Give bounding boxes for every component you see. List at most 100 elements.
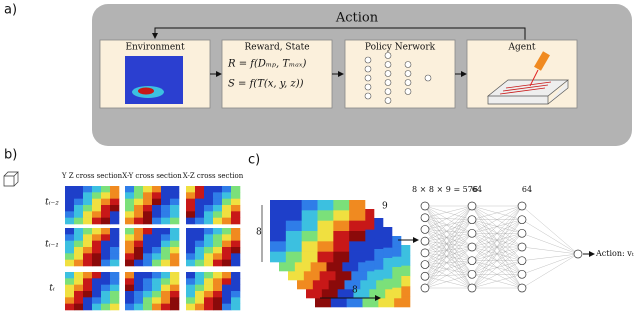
heatmap-cell xyxy=(92,211,102,218)
heatmap-cell xyxy=(186,284,196,292)
heatmap-cell xyxy=(143,291,153,298)
nn-edge xyxy=(424,233,473,242)
heatmap-cell xyxy=(288,269,305,281)
heatmap-cell xyxy=(110,198,120,206)
nn-edge xyxy=(471,246,523,289)
heatmap-cell xyxy=(65,205,75,212)
heatmap-cell xyxy=(222,192,232,199)
nn-edge xyxy=(424,229,473,275)
heatmap-cell xyxy=(213,217,223,225)
heatmap-cell xyxy=(152,217,162,225)
heatmap-cell xyxy=(83,278,93,285)
heatmap-cell xyxy=(204,240,214,248)
heatmap-cell xyxy=(74,228,84,235)
heatmap-cell xyxy=(170,217,180,225)
heatmap-cell xyxy=(231,253,241,260)
nn-edge xyxy=(424,241,473,289)
heatmap-cell xyxy=(213,211,223,218)
heatmap-cell xyxy=(170,303,180,311)
heatmap-cell xyxy=(270,241,287,252)
heatmap-cell xyxy=(222,297,232,304)
heatmap-cell xyxy=(125,198,135,206)
heatmap-cell xyxy=(333,251,350,263)
heatmap-cell xyxy=(83,253,93,260)
heatmap-cell xyxy=(335,269,352,281)
heatmap-cell xyxy=(385,236,402,247)
heatmap-cell xyxy=(385,256,402,268)
heatmap-cell xyxy=(358,260,375,272)
heatmap-cell xyxy=(170,278,180,285)
heatmap-cell xyxy=(92,228,102,235)
heatmap-cell xyxy=(83,217,93,225)
heatmap-cell xyxy=(152,186,162,193)
heatmap-cell xyxy=(101,228,111,235)
nn-node xyxy=(467,215,477,225)
heatmap-cell xyxy=(65,247,75,254)
heatmap-cell xyxy=(367,259,384,270)
heatmap-cell xyxy=(101,217,111,225)
heatmap-cell xyxy=(213,240,223,248)
heatmap-cell xyxy=(143,211,153,218)
nn-node xyxy=(364,83,372,91)
heatmap-cell xyxy=(358,209,375,220)
nn-node xyxy=(364,74,372,82)
nn-edge xyxy=(424,217,473,289)
heatmap-cell xyxy=(195,278,205,285)
heatmap-cell xyxy=(231,205,241,212)
heatmap-cell xyxy=(143,228,153,235)
nn-edge xyxy=(521,253,579,289)
heatmap-cell xyxy=(349,210,366,221)
heatmap-cell xyxy=(317,200,334,211)
heatmap-cell xyxy=(394,276,411,287)
nn-node xyxy=(517,269,527,279)
nn-edge xyxy=(424,205,473,265)
heatmap-cell xyxy=(222,253,232,260)
agent-plate xyxy=(487,79,569,105)
heatmap-cell xyxy=(333,231,350,242)
nn-node xyxy=(467,269,477,279)
heatmap-cell xyxy=(83,240,93,248)
heatmap-cell xyxy=(204,217,214,225)
box-title: Agent xyxy=(508,43,536,53)
nn-edge xyxy=(424,240,473,248)
heatmap-cell xyxy=(204,284,214,292)
nn-node xyxy=(420,248,430,258)
heatmap-cell xyxy=(231,240,241,248)
nn-edge xyxy=(424,205,473,218)
heatmap-cell xyxy=(222,234,232,241)
heatmap-cell xyxy=(213,303,223,311)
heatmap-cell xyxy=(279,260,296,272)
heatmap-cell xyxy=(204,186,214,193)
heatmap-cell xyxy=(360,278,377,290)
heatmap-cell xyxy=(152,192,162,199)
heatmap-cell xyxy=(195,186,205,193)
heatmap-cell xyxy=(337,287,354,299)
heatmap-cell xyxy=(317,220,334,232)
heatmap-cell xyxy=(161,253,171,260)
layer-label: 64 xyxy=(522,185,532,194)
nn-node xyxy=(404,88,412,95)
nn-edge xyxy=(424,219,473,277)
heatmap-cell xyxy=(152,228,162,235)
nn-edge xyxy=(424,260,473,265)
box-title: Reward, State xyxy=(244,43,309,53)
heatmap-cell xyxy=(143,297,153,304)
heatmap-cell xyxy=(231,247,241,254)
heatmap-cell xyxy=(83,291,93,298)
nn-edge xyxy=(424,219,473,265)
heatmap-cell xyxy=(101,272,111,279)
nn-edge xyxy=(424,252,473,261)
nn-node xyxy=(420,201,430,211)
nn-edge xyxy=(521,205,579,255)
heatmap-cell xyxy=(110,228,120,235)
heatmap-cell xyxy=(349,241,366,252)
cube-icon xyxy=(3,171,19,187)
heatmap-cell xyxy=(152,234,162,241)
nn-edge xyxy=(471,260,523,289)
heatmap-cell xyxy=(161,278,171,285)
nn-edge xyxy=(424,264,473,275)
nn-edge xyxy=(424,217,473,220)
heatmap-cell xyxy=(125,284,135,292)
nn-node xyxy=(517,215,527,225)
heatmap-cell xyxy=(74,259,84,267)
